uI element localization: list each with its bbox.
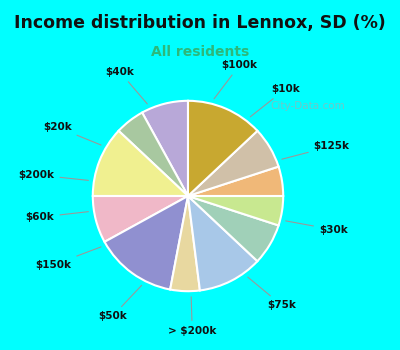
Wedge shape: [188, 196, 278, 261]
Wedge shape: [170, 196, 200, 291]
Wedge shape: [93, 196, 188, 242]
Wedge shape: [104, 196, 188, 289]
Text: > $200k: > $200k: [168, 297, 216, 336]
Wedge shape: [188, 196, 283, 225]
Wedge shape: [142, 101, 188, 196]
Text: $125k: $125k: [282, 141, 350, 159]
Wedge shape: [188, 101, 257, 196]
Text: $200k: $200k: [18, 170, 88, 180]
Text: $20k: $20k: [43, 122, 101, 145]
Text: $50k: $50k: [98, 285, 142, 321]
Text: $60k: $60k: [26, 212, 88, 222]
Wedge shape: [188, 131, 278, 196]
Text: $30k: $30k: [286, 221, 348, 234]
Wedge shape: [188, 167, 283, 196]
Text: $100k: $100k: [214, 60, 258, 99]
Text: $75k: $75k: [248, 277, 296, 310]
Text: Income distribution in Lennox, SD (%): Income distribution in Lennox, SD (%): [14, 14, 386, 32]
Text: $40k: $40k: [106, 67, 147, 104]
Wedge shape: [93, 131, 188, 196]
Text: City-Data.com: City-Data.com: [270, 101, 345, 111]
Wedge shape: [119, 113, 188, 196]
Text: All residents: All residents: [151, 45, 249, 59]
Wedge shape: [188, 196, 257, 290]
Text: $150k: $150k: [36, 247, 101, 270]
Text: $10k: $10k: [250, 84, 300, 117]
